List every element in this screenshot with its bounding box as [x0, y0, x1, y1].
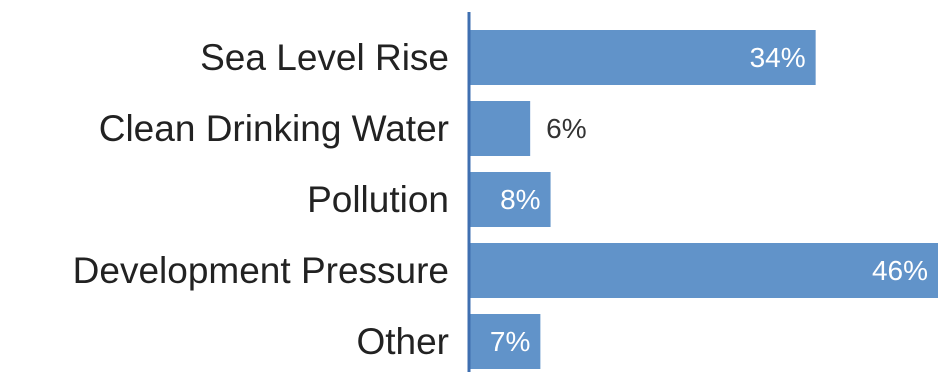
category-label: Pollution: [307, 179, 449, 220]
data-label: 46%: [872, 255, 928, 286]
bar-development-pressure: [469, 243, 938, 298]
data-label: 6%: [546, 113, 586, 144]
data-label: 8%: [500, 184, 540, 215]
category-labels: Sea Level Rise Clean Drinking Water Pollut…: [73, 37, 449, 362]
data-label: 7%: [490, 326, 530, 357]
value-labels: 34% 6% 8% 46% 7%: [490, 42, 928, 357]
bar-sea-level-rise: [469, 30, 816, 85]
bar-pollution: [469, 172, 551, 227]
bars-layer: [469, 30, 938, 369]
bar-clean-drinking-water: [469, 101, 531, 156]
category-label: Sea Level Rise: [200, 37, 449, 78]
data-label: 34%: [750, 42, 806, 73]
category-label: Clean Drinking Water: [99, 108, 449, 149]
bar-other: [469, 314, 541, 369]
category-label: Development Pressure: [73, 250, 449, 291]
category-label: Other: [356, 321, 449, 362]
